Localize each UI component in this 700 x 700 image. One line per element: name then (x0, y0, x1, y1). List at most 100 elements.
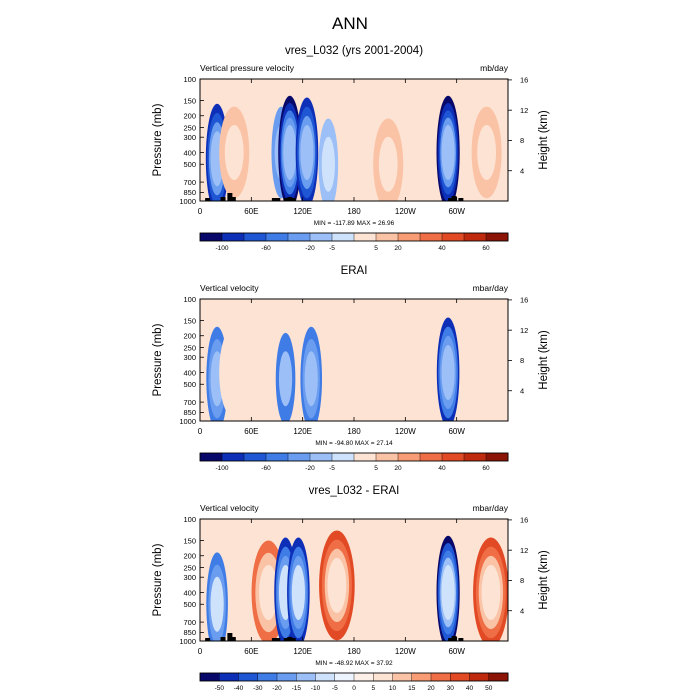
contour-cell-2-1 (259, 564, 278, 620)
colorbar-swatch (334, 672, 355, 682)
colorbar-label: -50 (215, 685, 225, 692)
contour-cell-6-1 (321, 136, 335, 192)
colorbar-swatch (463, 232, 487, 242)
colorbar-swatch (287, 452, 311, 462)
panels-group: vres_L032 (yrs 2001-2004) Vertical pressu… (152, 45, 550, 692)
y-tick-label: 300 (183, 133, 196, 142)
units-label: mb/day (480, 63, 509, 73)
y-axis-title: Pressure (mb) (152, 543, 164, 616)
colorbar-swatch (353, 672, 374, 682)
y2-tick-label: 4 (520, 607, 524, 616)
topography-bar-3 (227, 633, 233, 641)
contour-cell-6-1 (441, 344, 455, 400)
contour-cell-5-1 (300, 124, 314, 180)
contour-cell-2-1 (224, 344, 244, 400)
y-tick-label: 150 (183, 96, 196, 105)
panel-title: ERAI (341, 265, 368, 277)
topography-bar-3 (227, 193, 233, 201)
colorbar-swatch (221, 452, 245, 462)
contour-cell-4-1 (283, 124, 297, 180)
colorbar-swatch (219, 672, 239, 682)
colorbar-label: -30 (253, 685, 263, 692)
colorbar-label: -15 (292, 685, 302, 692)
y-tick-label: 400 (183, 588, 196, 597)
colorbar-label: 40 (438, 465, 446, 472)
y-tick-label: 150 (183, 316, 196, 325)
topography-bar-7 (283, 638, 289, 641)
colorbar-swatch (265, 452, 289, 462)
y2-tick-label: 12 (520, 546, 528, 555)
y2-axis-title: Height (km) (538, 110, 550, 170)
topography-bar-6 (275, 198, 281, 201)
topography-bar-1 (205, 198, 211, 201)
colorbar-label: -20 (305, 245, 315, 252)
colorbar-swatch (296, 672, 316, 682)
y-tick-label: 850 (183, 188, 196, 197)
y2-tick-label: 8 (520, 576, 524, 585)
colorbar-swatch (199, 452, 223, 462)
y-tick-label: 1000 (179, 197, 196, 206)
topography-bar-10 (448, 198, 454, 201)
colorbar-swatch (392, 672, 413, 682)
colorbar-swatch (488, 672, 509, 682)
colorbar: -50 -40 -30 -20 -15 -10 -5 0 5 10 15 20 30 40 50 (199, 672, 509, 692)
topography-bar-11 (451, 636, 457, 641)
x-tick-label: 120E (293, 427, 312, 436)
contour-cell-8-1 (441, 124, 455, 180)
topography-bar-6 (275, 638, 281, 641)
colorbar-label: 40 (438, 245, 446, 252)
colorbar-label: 5 (371, 685, 375, 692)
colorbar-label: -5 (332, 685, 338, 692)
y-tick-label: 300 (183, 573, 196, 582)
contour-cell-9-1 (477, 124, 497, 180)
topography-bar-2 (220, 197, 226, 201)
topography-bar-9 (290, 198, 296, 201)
panel-2: ERAI Vertical velocity mbar/day 0 60E 120E 180… (152, 265, 550, 472)
colorbar-label: -5 (329, 245, 335, 252)
y-tick-label: 300 (183, 353, 196, 362)
colorbar-label: 60 (482, 245, 490, 252)
topography-bar-12 (458, 198, 464, 201)
colorbar-swatch (309, 232, 333, 242)
x-tick-label: 120W (395, 647, 416, 656)
colorbar-swatch (485, 232, 509, 242)
y2-tick-label: 4 (520, 167, 524, 176)
y-tick-label: 1000 (179, 637, 196, 646)
contour-cell-5-1 (378, 356, 398, 412)
y2-tick-label: 16 (520, 296, 528, 305)
x-tick-label: 60W (448, 207, 465, 216)
y-tick-label: 850 (183, 628, 196, 637)
colorbar-label: -10 (311, 685, 321, 692)
colorbar-swatch (353, 232, 377, 242)
topography-bar-8 (287, 637, 293, 641)
topography-bar-12 (458, 638, 464, 641)
min-max-label: MIN = -94.80 MAX = 27.14 (315, 440, 393, 447)
panel-1: vres_L032 (yrs 2001-2004) Vertical pressu… (152, 45, 550, 252)
colorbar-label: -60 (261, 465, 271, 472)
colorbar-label: -100 (215, 245, 228, 252)
colorbar-label: 20 (394, 245, 402, 252)
y-tick-label: 700 (183, 618, 196, 627)
colorbar-swatch (419, 452, 443, 462)
colorbar-label: -20 (272, 685, 282, 692)
y-tick-label: 700 (183, 398, 196, 407)
colorbar-label: -60 (261, 245, 271, 252)
contour-cell-4-1 (304, 351, 318, 407)
colorbar-frame (199, 452, 509, 462)
x-tick-label: 60E (244, 207, 258, 216)
colorbar-label: -100 (215, 465, 228, 472)
colorbar-label: 20 (427, 685, 435, 692)
colorbar-swatch (221, 232, 245, 242)
y-tick-label: 500 (183, 160, 196, 169)
colorbar-label: 5 (374, 245, 378, 252)
y2-tick-label: 16 (520, 76, 528, 85)
y-tick-label: 400 (183, 368, 196, 377)
colorbar-swatch (419, 232, 443, 242)
contour-cell-7-1 (468, 344, 488, 400)
x-tick-label: 0 (198, 207, 203, 216)
colorbar-swatch (411, 672, 432, 682)
y2-tick-label: 8 (520, 356, 524, 365)
colorbar-swatch (397, 452, 421, 462)
y2-axis-title: Height (km) (538, 330, 550, 390)
